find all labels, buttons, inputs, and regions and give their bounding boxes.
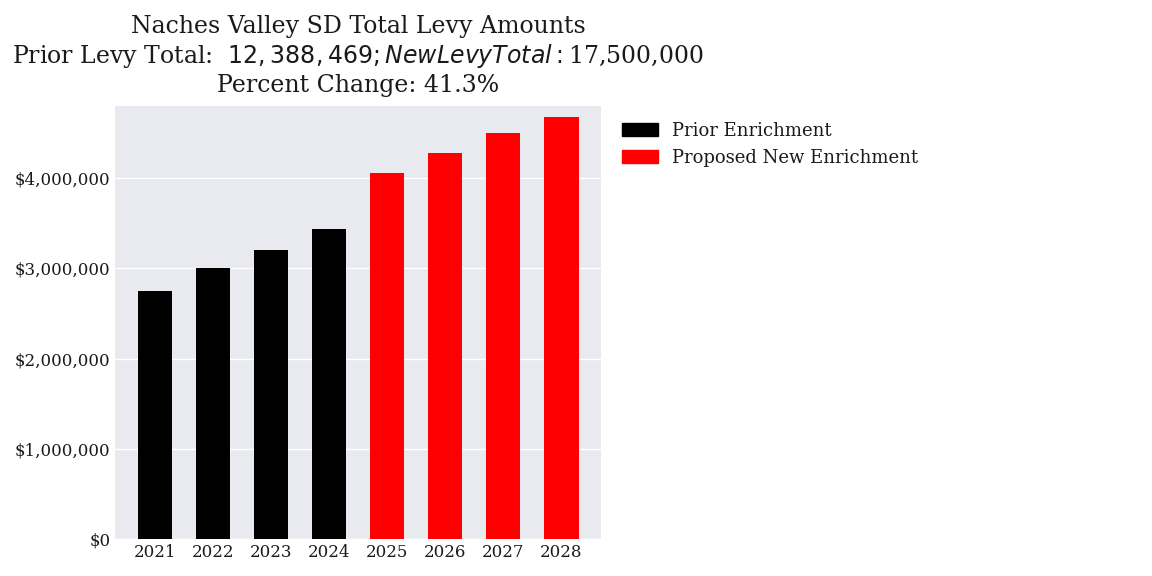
Bar: [196, 268, 230, 539]
Bar: [486, 133, 521, 539]
Title: Naches Valley SD Total Levy Amounts
Prior Levy Total:  $12,388,469; New Levy Tot: Naches Valley SD Total Levy Amounts Prio…: [12, 15, 704, 97]
Bar: [427, 153, 462, 539]
Bar: [544, 117, 578, 539]
Bar: [370, 173, 404, 539]
Legend: Prior Enrichment, Proposed New Enrichment: Prior Enrichment, Proposed New Enrichmen…: [614, 115, 925, 174]
Bar: [311, 229, 347, 539]
Bar: [137, 291, 173, 539]
Bar: [253, 250, 288, 539]
